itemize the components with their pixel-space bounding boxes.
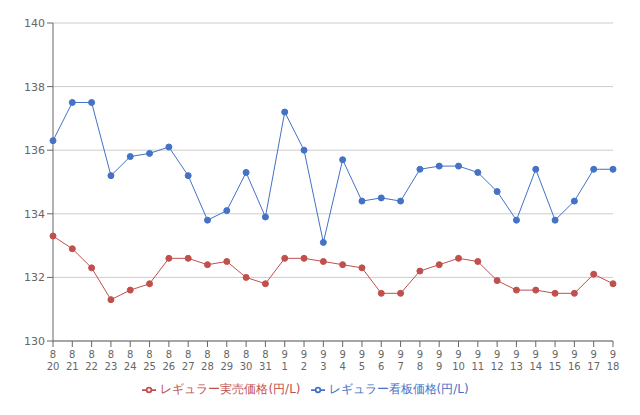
svg-text:914: 914 (529, 349, 542, 372)
svg-text:96: 96 (378, 349, 384, 372)
svg-text:138: 138 (24, 81, 45, 94)
svg-text:822: 822 (85, 349, 98, 372)
svg-text:824: 824 (124, 349, 137, 372)
svg-text:97: 97 (397, 349, 403, 372)
svg-text:140: 140 (24, 17, 45, 30)
svg-text:98: 98 (417, 349, 423, 372)
svg-text:917: 917 (587, 349, 600, 372)
svg-text:130: 130 (24, 335, 45, 348)
html-text:レギュラー看板価格(円/L): レギュラー看板価格(円/L) (328, 382, 469, 396)
svg-text:93: 93 (320, 349, 326, 372)
svg-text:911: 911 (471, 349, 484, 372)
svg-text:830: 830 (240, 349, 253, 372)
svg-text:916: 916 (568, 349, 581, 372)
svg-text:99: 99 (436, 349, 442, 372)
svg-text:828: 828 (201, 349, 214, 372)
html-text:レギュラー実売価格(円/L): レギュラー実売価格(円/L) (160, 382, 301, 396)
svg-text:821: 821 (66, 349, 79, 372)
svg-text:829: 829 (220, 349, 233, 372)
svg-text:918: 918 (607, 349, 620, 372)
svg-text:132: 132 (24, 271, 45, 284)
svg-text:913: 913 (510, 349, 523, 372)
svg-text:820: 820 (47, 349, 60, 372)
svg-text:826: 826 (162, 349, 175, 372)
svg-text:94: 94 (339, 349, 345, 372)
svg-text:915: 915 (549, 349, 562, 372)
svg-text:912: 912 (491, 349, 504, 372)
svg-text:95: 95 (359, 349, 365, 372)
svg-text:134: 134 (24, 208, 45, 221)
svg-text:827: 827 (182, 349, 195, 372)
svg-text:823: 823 (105, 349, 118, 372)
svg-text:910: 910 (452, 349, 465, 372)
svg-text:91: 91 (282, 349, 288, 372)
svg-text:136: 136 (24, 144, 45, 157)
svg-text:92: 92 (301, 349, 307, 372)
svg-text:825: 825 (143, 349, 156, 372)
svg-text:831: 831 (259, 349, 272, 372)
